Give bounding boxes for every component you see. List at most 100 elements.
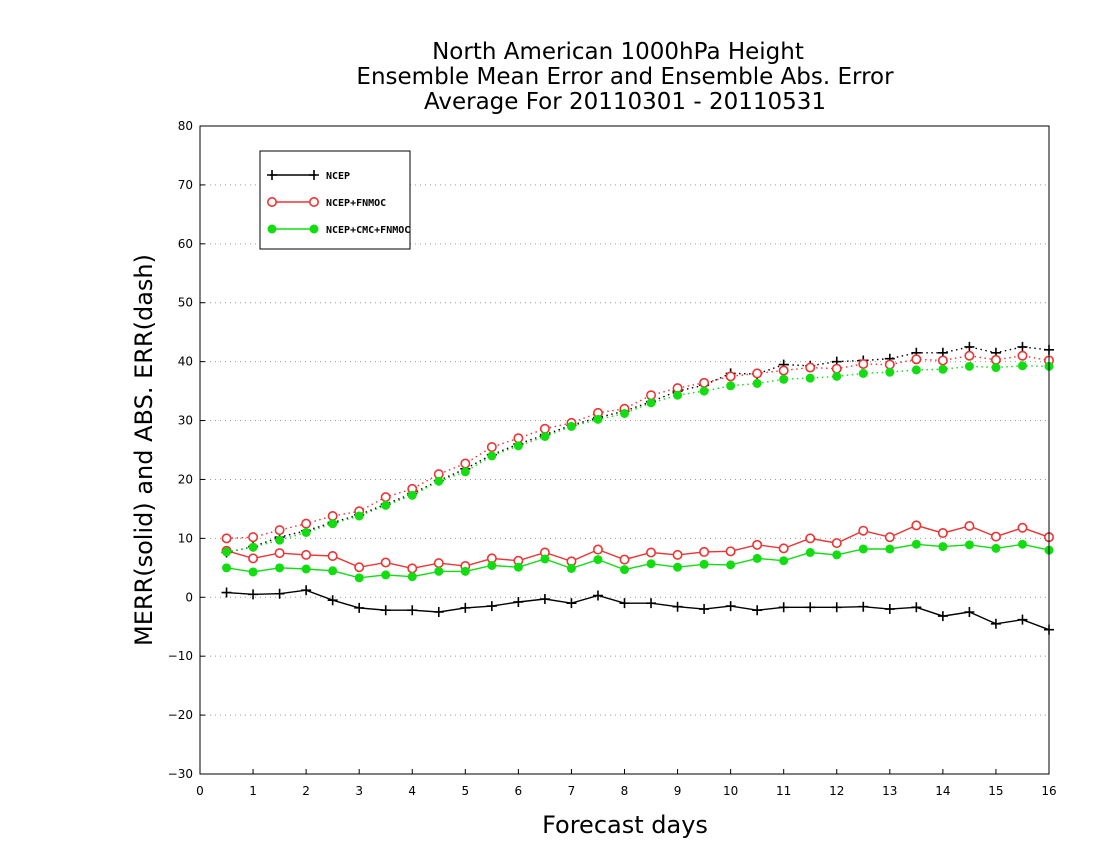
x-axis-label: Forecast days (542, 811, 708, 839)
x-tick-label: 5 (461, 784, 469, 798)
legend-box (259, 150, 411, 250)
abs-err-point (646, 390, 657, 401)
merr-point (964, 520, 975, 531)
x-tick-label: 12 (829, 784, 844, 798)
merr-point (725, 601, 736, 612)
abs-err-point (487, 451, 497, 461)
x-tick-label: 4 (408, 784, 416, 798)
x-tick-label: 11 (776, 784, 791, 798)
abs-err-point (858, 368, 868, 378)
y-tick-label: 80 (178, 119, 193, 133)
abs-err-point (380, 492, 391, 503)
merr-point (726, 560, 736, 570)
merr-point (832, 550, 842, 560)
abs-err-point (1017, 350, 1028, 361)
abs-err-point (805, 373, 815, 383)
merr-point (434, 566, 444, 576)
merr-point (248, 589, 259, 600)
merr-point (354, 602, 365, 613)
legend-marker (267, 170, 277, 180)
y-tick-label: −20 (168, 708, 193, 722)
merr-point (990, 531, 1001, 542)
plot-frame (199, 125, 1050, 775)
x-tick-label: 1 (249, 784, 257, 798)
merr-point (248, 567, 258, 577)
merr-point (301, 585, 312, 596)
legend-entry: NCEP+FNMOC (266, 197, 386, 209)
x-tick-label: 16 (1041, 784, 1056, 798)
abs-err-point (938, 364, 948, 374)
abs-err-point (327, 510, 338, 521)
legend-entry: NCEP (267, 170, 350, 182)
merr-point (433, 607, 444, 617)
legend-entry: NCEP+CMC+FNMOC (267, 224, 410, 236)
abs-err-point (328, 519, 338, 529)
y-tick-label: 50 (178, 296, 193, 310)
merr-point (327, 551, 338, 562)
abs-err-point (513, 441, 523, 451)
abs-err-point (937, 355, 948, 366)
x-tick-label: 14 (935, 784, 950, 798)
merr-point (566, 563, 576, 573)
merr-line (226, 589, 1050, 631)
y-tick-label: 20 (178, 472, 193, 486)
merr-point (274, 548, 285, 559)
legend-marker (309, 170, 319, 180)
abs-err-point (964, 350, 975, 361)
x-tick-label: 8 (621, 784, 629, 798)
y-axis-label: MERR(solid) and ABS. ERR(dash) (130, 254, 158, 646)
merr-point (937, 528, 948, 539)
merr-point (858, 525, 869, 536)
series-ncep (221, 341, 1054, 635)
merr-point (222, 563, 232, 573)
abs-err-point (1017, 341, 1028, 352)
abs-err-line (226, 365, 1050, 553)
abs-err-point (566, 421, 576, 431)
abs-err-point (778, 365, 789, 376)
merr-point (620, 565, 629, 575)
merr-point (911, 520, 922, 531)
abs-err-point (248, 532, 259, 543)
merr-point (779, 556, 789, 566)
merr-point (248, 553, 259, 564)
merr-point (937, 611, 948, 622)
merr-point (805, 533, 816, 544)
abs-err-point (275, 535, 285, 545)
abs-err-point (274, 525, 285, 536)
merr-point (566, 598, 577, 609)
merr-point (778, 602, 789, 613)
abs-err-point (858, 358, 869, 369)
abs-err-point (620, 408, 629, 418)
merr-point (1017, 539, 1027, 549)
merr-point (301, 564, 311, 574)
abs-err-point (301, 518, 312, 529)
y-tick-label: 10 (178, 531, 193, 545)
x-tick-label: 15 (988, 784, 1003, 798)
abs-err-point (460, 458, 471, 469)
merr-point (327, 595, 338, 606)
y-tick-label: 40 (178, 355, 193, 369)
legend-label: NCEP (326, 171, 350, 182)
series-ncep-fnmoc (221, 350, 1055, 574)
merr-point (964, 607, 975, 617)
abs-err-point (221, 533, 232, 544)
legend: NCEP NCEP+FNMOC NCEP+CMC+FNMOC (259, 150, 411, 250)
abs-err-point (831, 363, 842, 374)
merr-point (540, 554, 550, 564)
abs-err-point (222, 547, 232, 557)
merr-point (275, 563, 285, 573)
merr-point (964, 540, 974, 550)
merr-point (911, 539, 921, 549)
abs-err-line (226, 346, 1050, 554)
abs-err-point (540, 431, 550, 441)
abs-err-point (248, 542, 258, 552)
abs-err-point (699, 377, 710, 388)
y-tick-label: −10 (168, 649, 193, 663)
merr-point (407, 605, 418, 616)
merr-point (274, 588, 285, 599)
merr-point (513, 596, 524, 607)
abs-err-point (646, 398, 656, 408)
x-tick-label: 9 (674, 784, 682, 798)
merr-point (911, 602, 922, 613)
